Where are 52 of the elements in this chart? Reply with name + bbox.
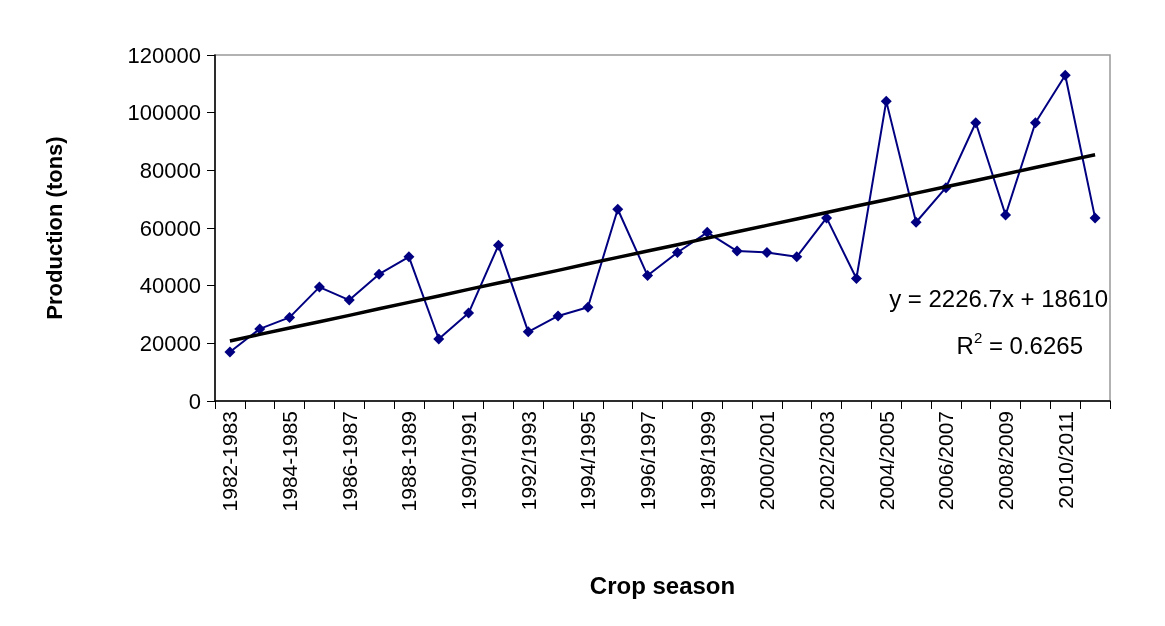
x-axis-title: Crop season [589,571,736,599]
point [1089,212,1101,224]
y-tick-label: 60000 [139,215,201,241]
y-tick-label: 40000 [139,273,201,299]
point [582,301,594,313]
point [552,310,564,322]
y-tick-label: 20000 [139,330,201,356]
x-tick-label: 1990/1991 [457,411,481,511]
point [1059,69,1071,81]
x-tick-label: 2008/2009 [994,411,1018,511]
point [463,307,475,319]
point [970,117,982,129]
point [642,270,654,282]
x-tick-label: 1986-1987 [337,411,361,512]
x-tick-label: 2006/2007 [934,411,958,511]
x-tick-label: 2000/2001 [755,411,779,511]
point [761,247,773,259]
x-tick-label: 1996/1997 [636,411,660,511]
x-tick-label: 1992/1993 [516,411,540,511]
annotation: y = 2226.7x + 18610 [889,284,1109,312]
point [671,247,683,259]
x-tick-label: 1984-1985 [278,411,302,512]
point [224,346,236,358]
point [880,95,892,107]
point [373,268,385,280]
y-axis-title: Production (tons) [41,136,67,320]
x-tick-label: 2004/2005 [874,411,898,511]
point [612,203,624,215]
point [343,294,355,306]
point [791,251,803,263]
point [313,281,325,293]
point [522,326,534,338]
point [910,216,922,228]
x-tick-label: 1994/1995 [576,411,600,511]
point [433,333,445,345]
point [492,239,504,251]
x-tick-label: 2010/2011 [1053,411,1077,509]
point [850,272,862,284]
point [1000,209,1012,221]
y-tick-label: 0 [188,388,201,414]
x-tick-label: 2002/2003 [815,411,839,511]
x-tick-label: 1982-1983 [218,411,242,512]
point [731,245,743,257]
point [284,311,296,323]
y-tick-label: 120000 [127,42,201,68]
y-tick-label: 100000 [127,100,201,126]
point [403,251,415,263]
point [701,226,713,238]
x-tick-label: 1988-1989 [397,411,421,512]
x-tick-label: 1998/1999 [695,411,719,511]
point [1029,117,1041,129]
y-tick-label: 80000 [139,157,201,183]
